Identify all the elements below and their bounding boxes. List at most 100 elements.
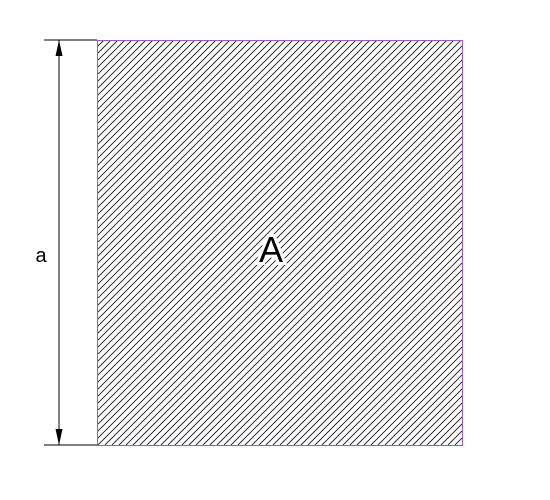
hatch-line [335,318,462,445]
hatch-line [97,40,455,398]
hatch-line [279,262,462,445]
hatch-line [97,40,266,209]
hatch-line [97,40,343,286]
hatch-line [97,40,385,328]
hatch-line [258,241,462,445]
hatch-line [118,101,462,445]
hatch-line [111,94,462,445]
hatch-line [97,40,336,279]
hatch-line [181,164,462,445]
hatch-line [307,290,462,445]
hatch-line [97,40,98,41]
hatch-line [363,346,462,445]
arrowhead-bottom [55,429,63,445]
hatch-line [174,157,462,445]
hatch-line [272,255,462,445]
dimension-line [44,39,97,446]
hatch-line [97,40,406,349]
hatch-line [525,40,550,445]
hatch-line [195,178,462,445]
hatch-line [97,40,287,230]
hatch-line [356,339,462,445]
hatch-line [97,45,462,412]
hatch-line [447,430,462,445]
hatch-line [97,40,217,160]
hatch-line [97,40,168,111]
hatch-line [342,325,462,445]
hatch-line [97,40,420,363]
area-label-halo: A [259,229,283,270]
hatch-line [546,40,550,445]
hatch-line [97,40,252,195]
hatch-line [97,40,308,251]
hatch-line [518,40,550,445]
hatched-square [97,40,550,446]
hatch-line [97,40,350,293]
hatch-line [97,73,462,440]
hatch-line [188,171,462,445]
hatch-line [97,52,462,419]
hatch-line [104,87,462,445]
hatch-line [97,40,273,216]
hatch-line [223,206,462,445]
side-length-label: a [35,245,47,267]
hatch-line [97,40,329,272]
hatch-line [97,40,280,223]
hatch-line [97,40,371,314]
hatch-line [97,40,210,153]
area-label: A [259,229,283,270]
hatch-line [97,40,294,237]
hatch-line [244,227,462,445]
hatch-line [251,234,462,445]
hatch-line [97,40,112,55]
hatch-line [97,40,245,188]
hatch-line [461,444,462,445]
hatch-line [97,40,175,118]
hatch-line [97,59,462,426]
hatch-line [490,40,550,445]
hatch-line [497,40,550,445]
hatch-line [216,199,462,445]
hatch-line [97,40,441,384]
hatch-line [328,311,462,445]
hatch-line [97,40,231,174]
hatch-line [97,40,357,300]
hatch-line [97,40,434,377]
hatch-line [293,276,462,445]
hatch-line [504,40,550,445]
hatch-line [97,40,196,139]
hatch-line [370,353,462,445]
hatch-line [202,185,462,445]
hatch-line [454,437,462,445]
hatch-line [97,40,105,48]
hatch-line [153,136,462,445]
hatch-line [97,40,315,258]
hatch-line [483,40,550,445]
hatch-line [97,40,203,146]
hatch-line [132,115,462,445]
hatch-line [532,40,550,445]
hatch-line [209,192,462,445]
hatch-line [97,66,462,433]
hatch-line [349,332,462,445]
hatch-line [300,283,462,445]
hatch-line [265,248,462,445]
hatch-line [97,40,462,405]
hatch-line [286,269,462,445]
arrowhead-top [55,40,63,56]
hatch-line [97,40,224,167]
hatch-line [539,40,550,445]
hatch-line [97,40,392,335]
hatch-line [97,40,448,391]
hatch-line [97,40,378,321]
hatch-line [97,40,364,307]
hatch-line [139,122,462,445]
hatch-line [146,129,462,445]
hatch-line [377,360,462,445]
hatch-line [167,150,462,445]
hatch-line [97,40,259,202]
hatch-line [469,40,550,445]
hatch-line [476,40,550,445]
hatch-line [125,108,462,445]
